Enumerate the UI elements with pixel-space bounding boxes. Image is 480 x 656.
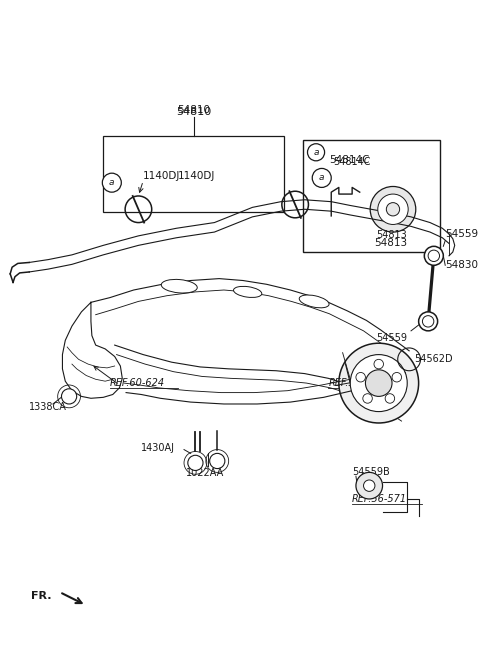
- Circle shape: [210, 453, 225, 468]
- Circle shape: [312, 169, 331, 188]
- Circle shape: [363, 394, 372, 403]
- Text: 54559: 54559: [376, 333, 407, 344]
- Text: REF.56-571: REF.56-571: [352, 494, 407, 504]
- Circle shape: [356, 472, 383, 499]
- Bar: [303, 140, 441, 252]
- Circle shape: [374, 359, 384, 369]
- Text: 1338CA: 1338CA: [29, 402, 67, 412]
- Text: 1140DJ: 1140DJ: [178, 171, 215, 181]
- Circle shape: [385, 394, 395, 403]
- Text: REF.60-624: REF.60-624: [110, 378, 165, 388]
- Circle shape: [102, 173, 121, 192]
- Text: 1140DJ: 1140DJ: [143, 171, 180, 181]
- Ellipse shape: [234, 287, 262, 297]
- Circle shape: [419, 312, 438, 331]
- Circle shape: [370, 186, 416, 232]
- Text: a: a: [319, 173, 324, 182]
- Text: 1430AJ: 1430AJ: [141, 443, 175, 453]
- Circle shape: [188, 455, 203, 470]
- Text: a: a: [109, 178, 115, 187]
- Text: 54559B: 54559B: [352, 467, 390, 478]
- Circle shape: [386, 203, 400, 216]
- Circle shape: [363, 480, 375, 491]
- Circle shape: [61, 389, 77, 404]
- Circle shape: [339, 343, 419, 423]
- Ellipse shape: [299, 295, 329, 308]
- Circle shape: [392, 373, 402, 382]
- Text: REF.50-517: REF.50-517: [328, 378, 384, 388]
- Text: 54559: 54559: [445, 229, 479, 239]
- Text: 1022AA: 1022AA: [186, 468, 224, 478]
- Text: FR.: FR.: [31, 591, 51, 601]
- Text: 54814C: 54814C: [333, 157, 371, 167]
- Circle shape: [308, 144, 324, 161]
- Text: 54810: 54810: [176, 107, 211, 117]
- Ellipse shape: [161, 279, 197, 293]
- Circle shape: [350, 355, 407, 411]
- Text: 54813: 54813: [374, 237, 407, 248]
- Text: a: a: [313, 148, 319, 157]
- Text: 54562D: 54562D: [414, 354, 453, 364]
- Text: 54814C: 54814C: [329, 155, 370, 165]
- Circle shape: [356, 373, 365, 382]
- FancyArrowPatch shape: [62, 593, 82, 603]
- Bar: [103, 136, 284, 212]
- Text: 54830: 54830: [445, 260, 478, 270]
- Text: 54813: 54813: [376, 230, 407, 239]
- Circle shape: [365, 370, 392, 396]
- Circle shape: [424, 246, 444, 265]
- Circle shape: [378, 194, 408, 224]
- Text: 54810: 54810: [177, 105, 210, 115]
